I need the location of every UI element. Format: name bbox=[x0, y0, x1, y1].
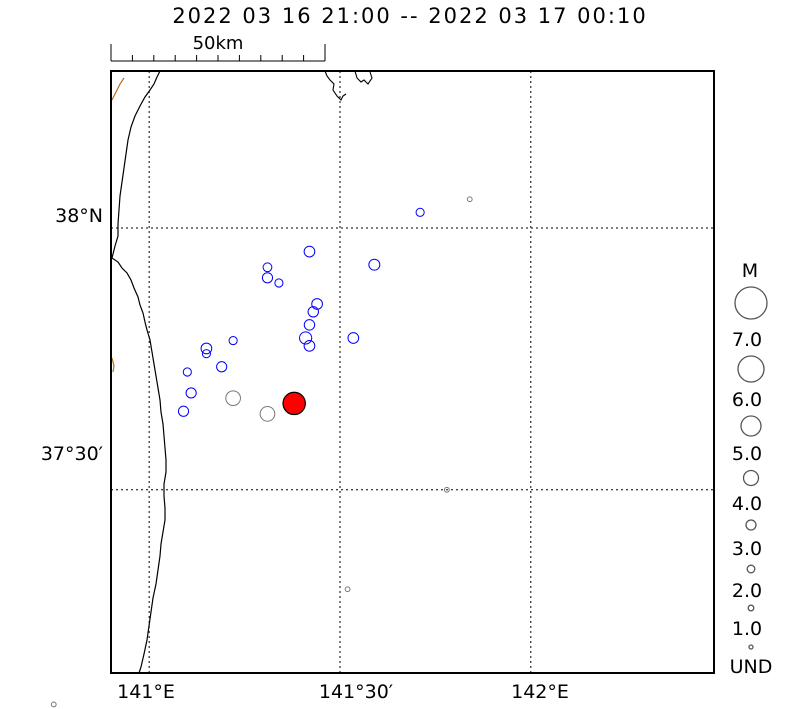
event-marker bbox=[177, 405, 190, 417]
event-marker bbox=[201, 349, 211, 359]
island-coast bbox=[324, 70, 373, 101]
legend-symbol bbox=[747, 604, 755, 612]
legend-title: M bbox=[742, 260, 758, 282]
event-marker bbox=[182, 367, 192, 377]
legend-symbol bbox=[745, 519, 757, 531]
legend-label-1: 1.0 bbox=[732, 618, 762, 640]
map-title: 2022 03 16 21:00 -- 2022 03 17 00:10 bbox=[172, 4, 647, 28]
event-marker bbox=[368, 258, 381, 271]
legend-label-und: UND bbox=[730, 656, 773, 678]
event-marker bbox=[261, 272, 274, 284]
legend-symbol bbox=[748, 644, 754, 650]
lat-label-37-30: 37°30′ bbox=[41, 443, 103, 465]
event-marker bbox=[185, 387, 197, 399]
event-marker bbox=[225, 390, 241, 407]
legend-label-2: 2.0 bbox=[732, 580, 762, 602]
graticule bbox=[111, 71, 714, 673]
event-marker bbox=[415, 207, 425, 217]
event-marker bbox=[50, 701, 57, 708]
event-marker bbox=[259, 406, 276, 422]
event-marker bbox=[466, 196, 473, 203]
lon-label-141-30: 141°30′ bbox=[319, 681, 393, 703]
legend-label-7: 7.0 bbox=[732, 329, 762, 351]
legend-symbol bbox=[740, 415, 762, 437]
legend-label-6: 6.0 bbox=[732, 389, 762, 411]
events-layer bbox=[50, 196, 473, 708]
mainshock-marker bbox=[282, 391, 306, 416]
legend-label-4: 4.0 bbox=[732, 493, 762, 515]
event-marker bbox=[262, 262, 273, 273]
event-marker bbox=[303, 339, 316, 352]
scale-bar: 50km bbox=[110, 33, 326, 62]
magnitude-legend: M 7.0 6.0 5.0 4.0 3.0 2.0 1.0 UND bbox=[730, 260, 773, 678]
event-marker bbox=[228, 336, 238, 346]
event-marker bbox=[303, 245, 316, 258]
event-marker bbox=[347, 332, 360, 344]
map-frame bbox=[110, 70, 715, 674]
event-marker bbox=[216, 361, 228, 373]
lon-label-142e: 142°E bbox=[511, 681, 569, 703]
legend-label-5: 5.0 bbox=[732, 443, 762, 465]
event-marker bbox=[344, 586, 351, 593]
scale-bar-label: 50km bbox=[193, 33, 244, 54]
event-marker bbox=[274, 278, 284, 288]
event-marker bbox=[307, 306, 319, 318]
legend-label-3: 3.0 bbox=[732, 538, 762, 560]
event-marker bbox=[303, 319, 316, 331]
legend-symbol bbox=[742, 469, 760, 487]
legend-symbol bbox=[734, 286, 768, 320]
event-marker bbox=[443, 486, 450, 493]
lat-label-38n: 38°N bbox=[55, 205, 103, 227]
event-marker bbox=[311, 298, 323, 310]
event-marker bbox=[200, 342, 213, 355]
river bbox=[111, 77, 125, 373]
map-area bbox=[50, 70, 715, 708]
coastline bbox=[111, 70, 167, 674]
event-marker bbox=[299, 331, 313, 345]
lon-label-141e: 141°E bbox=[117, 681, 175, 703]
legend-symbol bbox=[746, 564, 756, 574]
legend-symbol bbox=[737, 355, 765, 383]
